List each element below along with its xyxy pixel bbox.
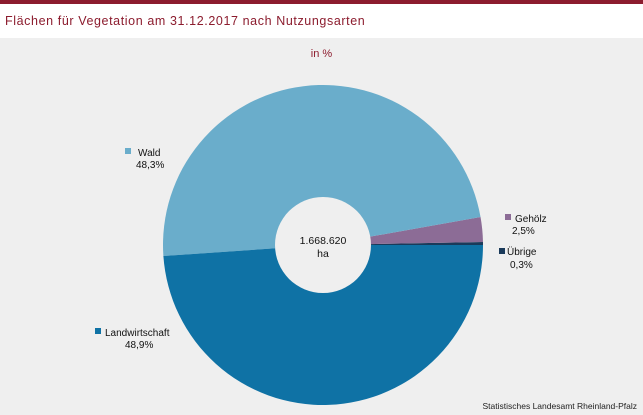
legend-marker-gehoelz bbox=[505, 214, 511, 220]
label-uebrige-name: Übrige bbox=[507, 246, 537, 258]
source-note: Statistisches Landesamt Rheinland-Pfalz bbox=[482, 401, 638, 411]
pie-slice-wald bbox=[163, 84, 481, 257]
label-gehoelz-value: 2,5% bbox=[512, 226, 535, 237]
label-landwirtschaft: Landwirtschaft 48,9% bbox=[95, 328, 170, 351]
label-gehoelz: Gehölz 2,5% bbox=[505, 214, 547, 237]
label-wald: Wald 48,3% bbox=[125, 148, 164, 171]
top-accent-bar bbox=[0, 0, 643, 4]
chart-panel: in % 1.668.620 ha Wald 48,3% Gehölz 2,5%… bbox=[0, 38, 643, 415]
label-wald-value: 48,3% bbox=[136, 160, 164, 171]
chart-subtitle: in % bbox=[310, 48, 333, 60]
label-uebrige: Übrige 0,3% bbox=[499, 246, 537, 271]
pie-slice-landwirtschaft bbox=[163, 245, 483, 405]
header: Flächen für Vegetation am 31.12.2017 nac… bbox=[0, 4, 643, 38]
label-landwirtschaft-value: 48,9% bbox=[125, 340, 153, 351]
donut-chart: 1.668.620 ha Wald 48,3% Gehölz 2,5% Übri… bbox=[95, 84, 547, 405]
label-gehoelz-name: Gehölz bbox=[515, 214, 547, 225]
legend-marker-uebrige bbox=[499, 248, 505, 254]
center-total-unit: ha bbox=[317, 248, 329, 260]
chart-title: Flächen für Vegetation am 31.12.2017 nac… bbox=[5, 14, 366, 28]
slices-group bbox=[163, 84, 483, 405]
legend-marker-landwirtschaft bbox=[95, 328, 101, 334]
legend-marker-wald bbox=[125, 148, 131, 154]
center-total-value: 1.668.620 bbox=[300, 235, 347, 247]
label-landwirtschaft-name: Landwirtschaft bbox=[105, 328, 170, 339]
label-uebrige-value: 0,3% bbox=[510, 260, 533, 271]
donut-hole bbox=[275, 197, 371, 293]
label-wald-name: Wald bbox=[138, 148, 160, 159]
